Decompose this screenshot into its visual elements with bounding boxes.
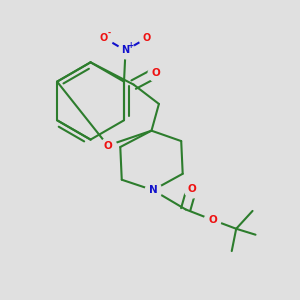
- Text: O: O: [103, 140, 112, 151]
- Text: N: N: [122, 45, 130, 56]
- Text: +: +: [128, 41, 134, 50]
- Text: -: -: [108, 29, 111, 38]
- Text: O: O: [152, 68, 160, 78]
- Text: O: O: [100, 33, 108, 43]
- Text: N: N: [148, 185, 157, 195]
- Text: O: O: [208, 215, 217, 225]
- Text: O: O: [143, 33, 151, 43]
- Text: O: O: [187, 184, 196, 194]
